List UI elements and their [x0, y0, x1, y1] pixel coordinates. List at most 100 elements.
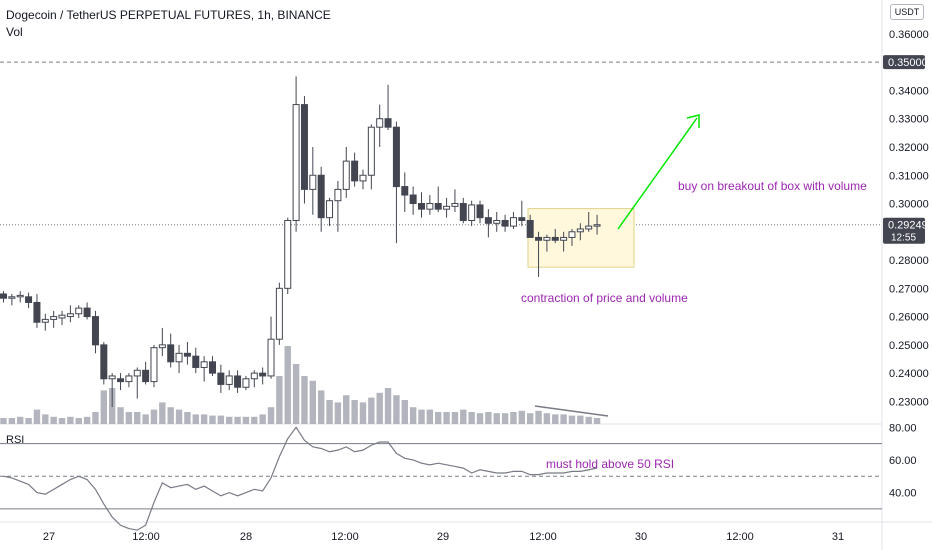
time-tick-label: 12:00: [726, 531, 754, 543]
candle-up: [125, 375, 133, 383]
candle-up: [250, 372, 258, 380]
drawings: [0, 61, 882, 268]
volume-bar: [460, 409, 467, 424]
volume-bar: [134, 412, 141, 424]
volume-bar: [560, 414, 567, 424]
volume-bar: [485, 412, 492, 424]
candle-up: [50, 316, 58, 320]
volume-bar: [83, 416, 91, 424]
breakout-arrow: [617, 117, 698, 230]
candle-down: [142, 369, 150, 383]
volume-bar: [435, 412, 442, 424]
volume-bar: [8, 418, 16, 424]
volume-bar: [267, 407, 275, 424]
volume-bar: [501, 413, 509, 424]
annotation-breakout: buy on breakout of box with volume: [678, 179, 867, 193]
volume-bar: [159, 402, 166, 424]
price-tick-label: 0.33000: [889, 114, 929, 126]
candle-up: [275, 287, 283, 340]
candle-down: [167, 344, 175, 363]
volume-bar: [426, 409, 434, 424]
candle-down: [217, 372, 225, 385]
candle-up: [267, 338, 275, 377]
volume-bar: [451, 412, 459, 424]
candle-down: [25, 296, 33, 303]
price-tick-label: 0.31000: [889, 170, 929, 182]
volume-bar: [301, 376, 308, 424]
price-axis[interactable]: 0.36000 0.34000 0.33000 0.32000 0.31000 0.300…: [883, 29, 929, 500]
price-tick-label: 0.25000: [889, 340, 929, 352]
volume-bar: [368, 397, 375, 424]
candle-up: [326, 200, 334, 219]
volume-bar: [75, 418, 82, 424]
currency-badge[interactable]: USDT: [890, 4, 924, 20]
time-tick-label: 31: [832, 531, 844, 543]
candle-down: [526, 219, 534, 238]
candle-up: [585, 225, 593, 230]
volume-bar: [585, 416, 592, 424]
candle-up: [8, 296, 16, 299]
candle-up: [426, 203, 434, 210]
candle-up: [41, 318, 49, 323]
candle-down: [0, 293, 7, 299]
arrow-head: [686, 114, 700, 128]
candle-down: [551, 236, 559, 241]
volume-bar: [393, 395, 400, 424]
volume-bar: [25, 418, 32, 424]
candle-down: [401, 186, 409, 196]
candle-up: [225, 375, 233, 385]
candle-up: [108, 375, 116, 380]
volume-bar: [50, 416, 57, 424]
volume-bar: [401, 400, 408, 424]
candle-down: [183, 352, 191, 357]
candle-down: [259, 372, 267, 377]
volume-bar: [184, 412, 191, 424]
price-tag-label: 0.29249: [888, 220, 928, 232]
price-tick-label: 0.36000: [889, 29, 929, 41]
rsi-pane: [0, 426, 882, 531]
volume-bar: [242, 416, 250, 424]
candle-down: [484, 217, 492, 224]
volume-bar: [276, 376, 283, 424]
time-axis[interactable]: 27 12:00 28 12:00 29 12:00 30 12:00 31: [43, 531, 844, 543]
volume-bars: [0, 346, 601, 424]
annotation-rsi: must hold above 50 RSI: [546, 457, 675, 471]
volume-bar: [67, 416, 74, 424]
volume-bar: [376, 392, 383, 424]
time-tick-label: 29: [437, 531, 449, 543]
volume-bar: [359, 402, 367, 424]
volume-bar: [175, 409, 183, 424]
candle-down: [192, 355, 200, 368]
time-tick-label: 12:00: [132, 531, 160, 543]
candle-up: [451, 203, 459, 207]
volume-bar: [217, 415, 225, 424]
candle-up: [16, 294, 24, 298]
volume-label: Vol: [6, 25, 23, 39]
candle-up: [242, 378, 250, 388]
candle-up: [493, 219, 501, 224]
volume-bar: [100, 390, 108, 424]
price-tag-label: 0.35000: [888, 57, 928, 69]
volume-bar: [117, 407, 124, 424]
volume-bar: [0, 418, 7, 424]
candle-up: [568, 231, 576, 238]
candle-down: [234, 375, 242, 388]
level-price-tag: [883, 55, 925, 70]
price-tick-label: 0.30000: [889, 199, 929, 211]
price-tick-label: 0.28000: [889, 255, 929, 267]
volume-bar: [33, 409, 41, 424]
candle-up: [367, 126, 375, 176]
candle-down: [418, 203, 425, 210]
drawings-overlay: [534, 114, 700, 417]
time-tick-label: 27: [43, 531, 55, 543]
volume-bar: [476, 413, 484, 424]
volume-bar: [543, 413, 551, 424]
time-tick-label: 28: [240, 531, 252, 543]
volume-bar: [334, 402, 342, 424]
candle-up: [509, 217, 517, 227]
volume-bar: [552, 414, 559, 424]
volume-bar: [150, 409, 158, 424]
price-tick-label: 0.23000: [889, 396, 929, 408]
